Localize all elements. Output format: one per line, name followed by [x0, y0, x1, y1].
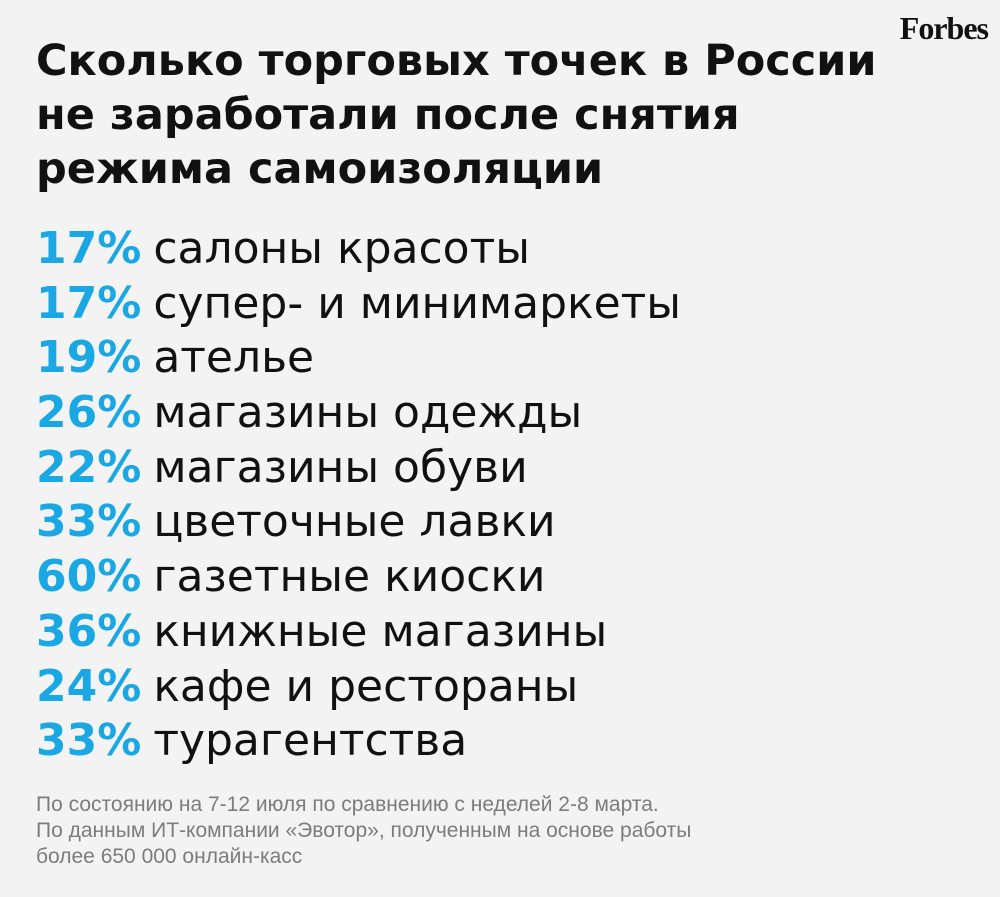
list-item: 26% магазины одежды	[36, 386, 976, 441]
list-item: 33% турагентства	[36, 714, 976, 769]
category-label: кафе и рестораны	[153, 660, 579, 712]
percent-value: 17%	[36, 277, 142, 329]
percent-value: 17%	[36, 223, 142, 274]
percent-value: 26%	[36, 387, 142, 439]
list-item: 60% газетные киоски	[36, 550, 976, 605]
stats-list: 17% салоны красоты 17% супер- и минимарк…	[36, 222, 976, 769]
category-label: магазины одежды	[153, 387, 583, 439]
percent-value: 24%	[36, 660, 142, 712]
list-item: 17% салоны красоты	[36, 222, 976, 277]
title-line: не заработали после снятия	[36, 90, 740, 140]
source-footnote: По состоянию на 7-12 июля по сравнению с…	[36, 792, 936, 870]
category-label: супер- и минимаркеты	[153, 277, 682, 329]
title-line: Сколько торговых точек в России	[36, 36, 877, 86]
category-label: салоны красоты	[153, 223, 530, 274]
list-item: 24% кафе и рестораны	[36, 660, 976, 715]
percent-value: 33%	[36, 496, 142, 548]
category-label: цветочные лавки	[153, 496, 556, 548]
percent-value: 19%	[36, 332, 142, 384]
footnote-line: более 650 000 онлайн-касс	[36, 845, 303, 868]
list-item: 33% цветочные лавки	[36, 495, 976, 550]
category-label: турагентства	[153, 715, 468, 767]
list-item: 17% супер- и минимаркеты	[36, 277, 976, 332]
list-item: 19% ателье	[36, 331, 976, 386]
percent-value: 22%	[36, 441, 142, 493]
percent-value: 36%	[36, 605, 142, 657]
footnote-line: По состоянию на 7-12 июля по сравнению с…	[36, 793, 659, 816]
category-label: газетные киоски	[153, 551, 546, 603]
list-item: 36% книжные магазины	[36, 605, 976, 660]
category-label: магазины обуви	[153, 441, 528, 493]
percent-value: 60%	[36, 551, 142, 603]
category-label: книжные магазины	[153, 605, 608, 657]
footnote-line: По данным ИТ-компании «Эвотор», полученн…	[36, 819, 692, 842]
title-line: режима самоизоляции	[36, 144, 604, 194]
list-item: 22% магазины обуви	[36, 441, 976, 496]
forbes-logo: Forbes	[899, 10, 989, 46]
percent-value: 33%	[36, 715, 142, 767]
page-title: Сколько торговых точек в России не зараб…	[36, 34, 896, 196]
category-label: ателье	[153, 332, 315, 384]
